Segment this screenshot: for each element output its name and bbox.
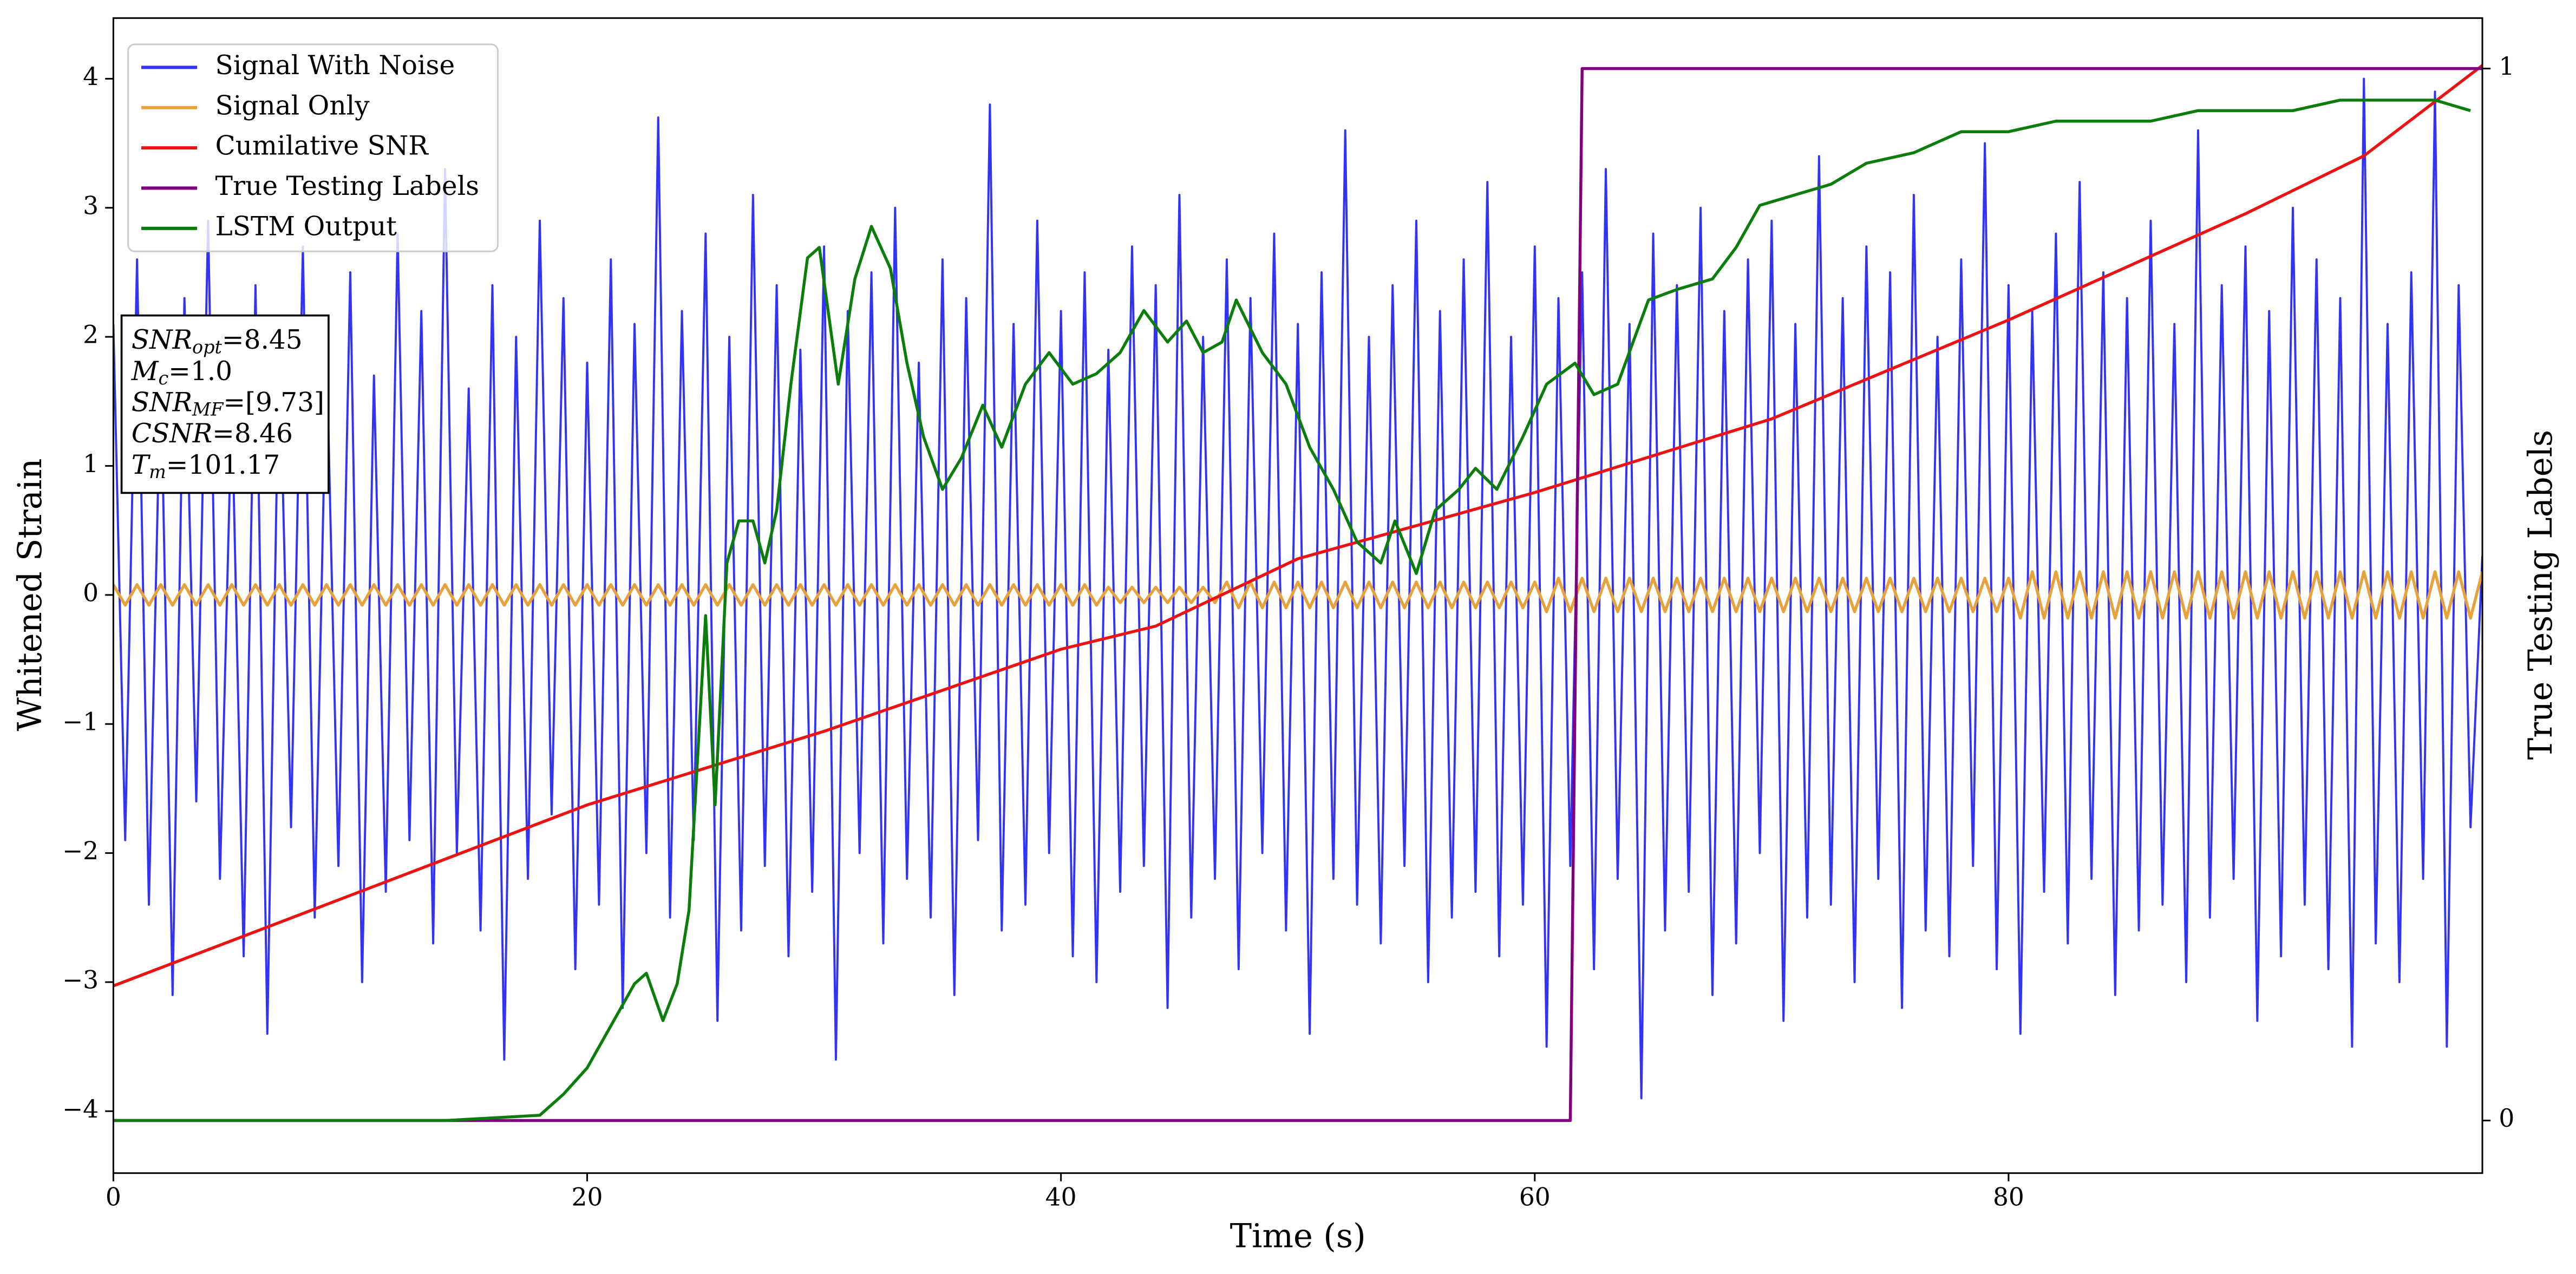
annotation-line: SNRopt=8.45	[132, 325, 303, 358]
annotation-line: SNRMF=[9.73]	[132, 387, 324, 420]
series-line	[113, 67, 2483, 1122]
annotation-symbol: SNR	[132, 387, 192, 417]
annotation-line: Tm=101.17	[132, 449, 280, 482]
legend-box	[127, 43, 499, 252]
annotation-symbol: SNR	[132, 325, 192, 355]
y-tick-label: −2	[62, 837, 99, 865]
legend-label: Signal With Noise	[215, 50, 455, 81]
y-tick-label: −1	[62, 708, 99, 736]
series-line	[113, 77, 2483, 1100]
annotation-box	[120, 314, 330, 494]
annotation-symbol: M	[131, 356, 159, 386]
x-tick-label: 80	[1993, 1183, 2024, 1212]
x-tick-label: 0	[106, 1183, 121, 1212]
annotation-symbol: T	[132, 449, 151, 480]
legend-label: Signal Only	[215, 90, 370, 121]
y-tick-label: 2	[83, 321, 99, 349]
x-axis-label: Time (s)	[1230, 1218, 1366, 1256]
annotation-subscript: c	[158, 368, 168, 389]
annotation-line: CSNR=8.46	[132, 419, 293, 449]
y2-tick-label: 1	[2499, 52, 2514, 81]
annotation-value: =1.0	[168, 356, 232, 386]
y-tick-label: −4	[62, 1095, 99, 1123]
annotation-value: =8.45	[222, 325, 303, 355]
y2-axis-label: True Testing Labels	[2522, 430, 2560, 760]
annotation-line: Mc=1.0	[131, 356, 232, 389]
annotation: SNRopt=8.45Mc=1.0SNRMF=[9.73]CSNR=8.46Tm…	[120, 314, 330, 494]
y-tick-label: 0	[83, 578, 99, 607]
annotation-value: =8.46	[212, 419, 293, 449]
legend-label: Cumilative SNR	[215, 131, 429, 161]
series-line	[113, 99, 2471, 1122]
y-tick-label: 4	[83, 62, 99, 91]
annotation-subscript: MF	[192, 399, 224, 420]
legend-label: True Testing Labels	[215, 171, 480, 201]
annotation-subscript: m	[149, 461, 166, 482]
series-line	[113, 570, 2483, 620]
annotation-value: =101.17	[166, 449, 280, 480]
plot-area	[113, 64, 2483, 1122]
legend-label: LSTM Output	[215, 211, 397, 241]
y-tick-label: 1	[83, 449, 99, 478]
x-tick-label: 60	[1519, 1183, 1551, 1212]
y2-tick-label: 0	[2499, 1104, 2514, 1133]
series-line	[113, 64, 2483, 988]
y-axis-label: Whitened Strain	[11, 459, 49, 731]
annotation-value: =[9.73]	[223, 387, 324, 417]
annotation-subscript: opt	[192, 336, 222, 357]
annotation-symbol: CSNR	[132, 419, 212, 449]
x-tick-label: 20	[572, 1183, 603, 1212]
y-tick-label: −3	[62, 965, 99, 994]
x-tick-label: 40	[1045, 1183, 1077, 1212]
legend: Signal With Noise Signal Only Cumilative S…	[127, 43, 499, 252]
y-tick-label: 3	[83, 191, 99, 220]
